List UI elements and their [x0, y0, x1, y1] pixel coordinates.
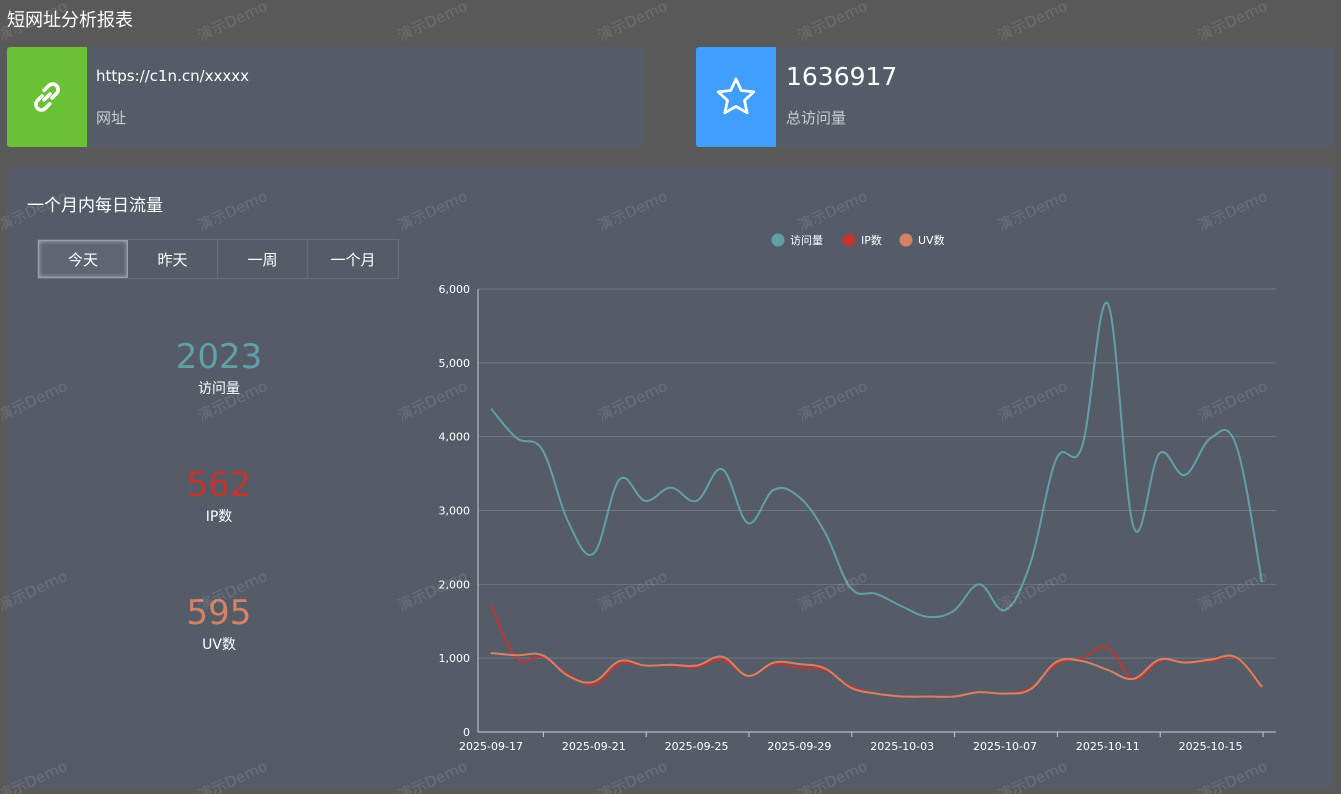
url-icon-box: [7, 47, 87, 147]
stat-uv-label: UV数: [202, 637, 236, 653]
stat-uv-value: 595: [186, 593, 252, 633]
visits-icon-box: [696, 47, 776, 147]
page-title: 短网址分析报表: [7, 10, 133, 31]
tab-week[interactable]: 一周: [218, 240, 308, 278]
x-tick-label: 2025-10-07: [973, 740, 1037, 753]
stat-ip-label: IP数: [205, 509, 233, 525]
tab-month[interactable]: 一个月: [330, 250, 376, 269]
series-line-2: [490, 652, 1263, 698]
legend-marker: [771, 233, 785, 247]
legend-marker: [899, 233, 913, 247]
series-line-1: [490, 604, 1263, 698]
legend-label: 访问量: [790, 234, 823, 247]
link-icon: [34, 82, 60, 112]
legend-label: IP数: [861, 234, 882, 247]
total-visits-card: 1636917 总访问量: [696, 47, 1334, 147]
url-value[interactable]: https://c1n.cn/xxxxx: [96, 67, 250, 85]
legend-label: UV数: [918, 234, 945, 247]
y-tick-label: 0: [463, 726, 470, 739]
stat-visits-label: 访问量: [198, 381, 240, 397]
range-tabs: 今天 昨天 一周 一个月: [37, 239, 399, 279]
daily-traffic-panel: 一个月内每日流量 今天 昨天 一周 一个月 2023 访问量 562 IP数 5…: [7, 167, 1333, 787]
stat-ip: 562 IP数: [119, 465, 319, 526]
x-tick-label: 2025-09-25: [665, 740, 729, 753]
y-tick-label: 5,000: [439, 357, 471, 370]
stat-visits-value: 2023: [175, 337, 263, 377]
y-tick-label: 3,000: [439, 505, 471, 518]
panel-title: 一个月内每日流量: [27, 196, 163, 216]
x-tick-label: 2025-09-29: [767, 740, 831, 753]
stat-uv: 595 UV数: [119, 593, 319, 654]
y-tick-label: 2,000: [439, 578, 471, 591]
stat-visits: 2023 访问量: [119, 337, 319, 398]
x-tick-label: 2025-09-21: [562, 740, 626, 753]
legend-marker: [842, 233, 856, 247]
star-icon: [716, 77, 756, 115]
x-tick-label: 2025-10-03: [870, 740, 934, 753]
y-tick-label: 4,000: [439, 431, 471, 444]
total-visits-value: 1636917: [786, 62, 898, 91]
url-card: https://c1n.cn/xxxxx 网址: [7, 47, 643, 147]
tab-today[interactable]: 今天: [38, 240, 128, 278]
x-tick-label: 2025-10-15: [1179, 740, 1243, 753]
total-visits-label: 总访问量: [786, 109, 847, 127]
x-tick-label: 2025-10-11: [1076, 740, 1140, 753]
tab-yesterday[interactable]: 昨天: [128, 240, 218, 278]
stat-ip-value: 562: [186, 465, 252, 505]
y-tick-label: 6,000: [439, 283, 471, 296]
x-tick-label: 2025-09-17: [459, 740, 523, 753]
url-label: 网址: [96, 109, 127, 127]
y-tick-label: 1,000: [439, 652, 471, 665]
series-line-0: [490, 301, 1263, 619]
